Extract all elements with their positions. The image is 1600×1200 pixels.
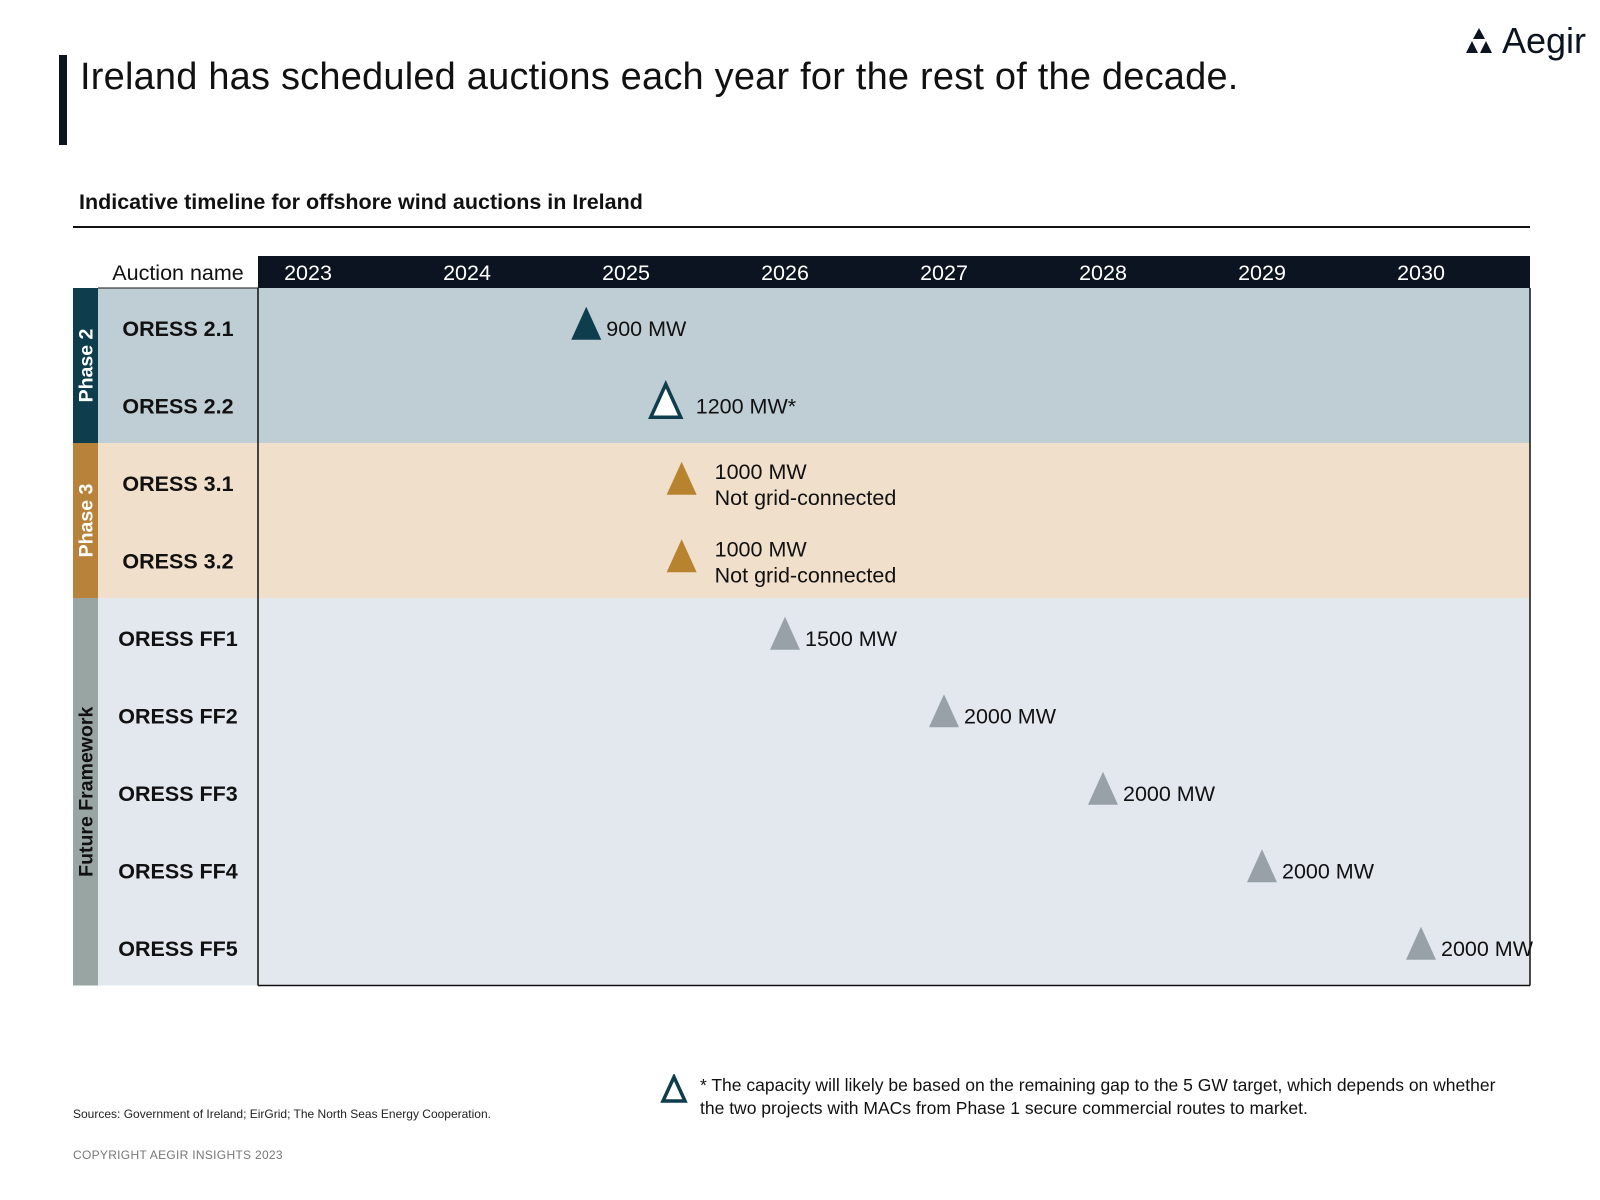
- group-band: [73, 443, 98, 598]
- triangle-marker: [1247, 849, 1277, 883]
- group-background: [98, 443, 1530, 598]
- auction-name-label: ORESS 3.2: [122, 549, 233, 573]
- legend: * The capacity will likely be based on t…: [660, 1074, 1510, 1120]
- outline-triangle-marker: [648, 380, 684, 419]
- group-band: [73, 288, 98, 443]
- title-accent-bar: [59, 55, 67, 145]
- year-tick-label: 2025: [602, 261, 650, 285]
- event-data-label: 1500 MW: [805, 627, 898, 651]
- triangle-marker: [1088, 771, 1118, 805]
- auction-name-label: ORESS 2.2: [122, 394, 233, 418]
- auction-name-label: ORESS FF2: [118, 704, 238, 728]
- brand-name: Aegir: [1501, 20, 1586, 61]
- triangle-marker: [666, 539, 697, 573]
- chart-subtitle: Indicative timeline for offshore wind au…: [79, 190, 643, 214]
- year-tick-label: 2026: [761, 261, 809, 285]
- brand-logo: Aegir: [1464, 20, 1586, 62]
- group-label: Phase 2: [76, 328, 98, 402]
- event-data-label: 2000 MW: [1123, 782, 1216, 806]
- year-tick-label: 2027: [920, 261, 968, 285]
- aegir-logo-icon: [1465, 28, 1492, 53]
- event-data-label: 2000 MW: [1282, 859, 1375, 883]
- auction-name-label: ORESS 3.1: [122, 472, 233, 496]
- copyright: COPYRIGHT AEGIR INSIGHTS 2023: [73, 1148, 283, 1162]
- triangle-marker: [929, 694, 959, 728]
- triangle-marker: [571, 306, 602, 340]
- triangle-marker: [770, 616, 800, 650]
- auction-name-label: ORESS FF1: [118, 627, 238, 651]
- auction-name-label: ORESS FF5: [118, 937, 238, 961]
- auction-name-label: ORESS FF3: [118, 782, 238, 806]
- group-background: [98, 598, 1530, 986]
- event-data-label: Not grid-connected: [715, 486, 897, 510]
- subtitle-rule: [73, 226, 1530, 228]
- legend-note: * The capacity will likely be based on t…: [700, 1075, 1496, 1118]
- event-data-label: 1000 MW: [715, 537, 808, 561]
- event-data-label: 1200 MW*: [696, 394, 797, 418]
- row-header-label: Auction name: [112, 261, 243, 285]
- event-data-label: 2000 MW: [1441, 937, 1534, 961]
- sources-note: Sources: Government of Ireland; EirGrid;…: [73, 1107, 491, 1121]
- triangle-marker: [666, 461, 697, 495]
- group-label: Future Framework: [76, 707, 98, 877]
- year-tick-label: 2028: [1079, 261, 1127, 285]
- auction-name-label: ORESS 2.1: [122, 317, 233, 341]
- group-label: Phase 3: [76, 483, 98, 557]
- year-tick-label: 2030: [1397, 261, 1445, 285]
- year-header-bar: [258, 256, 1530, 288]
- event-data-label: 2000 MW: [964, 704, 1057, 728]
- outline-triangle-legend-icon: [660, 1074, 688, 1103]
- page-title: Ireland has scheduled auctions each year…: [80, 56, 1239, 98]
- year-tick-label: 2023: [284, 261, 332, 285]
- group-band: [73, 598, 98, 986]
- year-tick-label: 2024: [443, 261, 491, 285]
- event-data-label: 1000 MW: [715, 460, 808, 484]
- group-background: [98, 288, 1530, 443]
- year-tick-label: 2029: [1238, 261, 1286, 285]
- event-data-label: Not grid-connected: [715, 563, 897, 587]
- auction-name-label: ORESS FF4: [118, 859, 238, 883]
- triangle-marker: [1406, 926, 1436, 960]
- event-data-label: 900 MW: [606, 317, 687, 341]
